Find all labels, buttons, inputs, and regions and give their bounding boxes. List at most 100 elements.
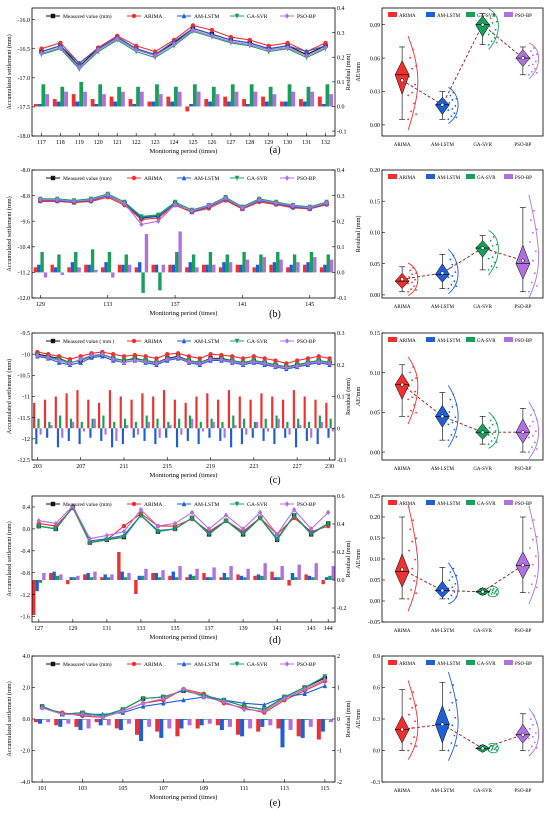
residual-bar (201, 428, 205, 432)
data-point (451, 575, 454, 578)
legend: Measured value ( mm ) ARIMA AM-LSTM GA-SVR P… (46, 338, 316, 345)
residual-bar (280, 719, 285, 748)
data-point (530, 70, 533, 73)
residual-bars (33, 231, 334, 293)
residual-bar (102, 415, 105, 429)
residual-bar (126, 425, 129, 429)
series-point (325, 521, 331, 527)
data-point (487, 269, 490, 271)
legend-marker (284, 501, 290, 507)
residual-bar (324, 719, 329, 720)
y2-axis-label: Residual (mm) (345, 541, 352, 578)
residual-bar (115, 428, 118, 441)
data-point (455, 97, 458, 100)
series-point (327, 356, 332, 361)
data-point (493, 437, 496, 439)
data-point (529, 527, 532, 530)
density-curve (488, 742, 499, 754)
legend-label: PSO-BP (297, 502, 316, 508)
plot-frame (381, 655, 544, 783)
series-point (121, 354, 127, 359)
x-tick-label: 133 (136, 626, 145, 632)
residual-bar (222, 262, 226, 273)
residual-bar (306, 86, 311, 107)
series-point (132, 357, 138, 364)
series-line (37, 355, 330, 370)
residual-bar (86, 719, 91, 729)
residual-bar (67, 267, 71, 273)
mean-marker (480, 22, 485, 27)
mean-marker (400, 567, 404, 572)
residual-bar (104, 262, 108, 273)
residual-bar (203, 719, 208, 720)
series-point (189, 515, 195, 521)
series-point (322, 683, 328, 689)
residual-bar (91, 418, 94, 429)
series-point (285, 44, 290, 51)
series-line (37, 353, 330, 369)
data-point (409, 528, 412, 531)
residual-bar (135, 719, 140, 735)
series-point (294, 363, 300, 369)
residual-bar (121, 91, 125, 107)
legend-marker (50, 13, 56, 19)
residual-bar (196, 91, 201, 107)
data-point (452, 567, 455, 570)
data-point (527, 73, 530, 76)
residual-bar (83, 574, 87, 580)
series-point (133, 47, 139, 53)
residual-bar (261, 96, 265, 107)
residual-bar (314, 563, 318, 580)
density-curve (528, 42, 540, 80)
series-point (60, 711, 65, 717)
data-point (490, 265, 493, 268)
data-point (533, 272, 536, 275)
legend-marker (234, 175, 240, 181)
residual-bar (122, 719, 127, 720)
data-point (530, 446, 533, 449)
series-line (40, 194, 327, 226)
legend-swatch (426, 174, 435, 179)
x-tick-label: 133 (103, 302, 112, 308)
series-point (71, 198, 77, 205)
residual-bar (328, 575, 332, 580)
y2-tick-label: -0.1 (337, 129, 347, 135)
legend-label: PSO-BP (515, 339, 532, 344)
residual-bar (175, 719, 180, 737)
x-tick-label: 131 (302, 140, 311, 146)
residual-bar (251, 428, 254, 438)
legend-swatch (466, 337, 475, 342)
legend-label: PSO-BP (515, 14, 532, 19)
series-point (77, 64, 82, 71)
legend-marker (234, 661, 240, 667)
residual-bar (185, 267, 189, 273)
y-axis-label: Accumulated settlement (mm) (6, 359, 13, 434)
legend-label: GA-SVR (247, 662, 268, 668)
legend-label: ARIMA (399, 176, 416, 181)
residual-bar (55, 575, 60, 580)
legend-label: ARIMA (399, 339, 416, 344)
residual-bar (314, 399, 317, 429)
residual-bar (33, 267, 38, 273)
series-point (197, 360, 202, 367)
x-tick-label: 145 (305, 302, 314, 308)
residual-bar (294, 577, 298, 580)
legend-swatch (466, 12, 475, 17)
residual-bar (212, 567, 216, 580)
density-curve (488, 230, 499, 276)
data-point (487, 749, 490, 752)
y-axis-label: AE/mm (355, 709, 362, 729)
residual-bar (145, 415, 148, 429)
data-point (527, 436, 530, 439)
residual-bar (197, 428, 200, 445)
y-tick-label: 0.0 (23, 527, 31, 533)
x-tick-label: GA-SVR (473, 629, 492, 634)
series-point (308, 532, 314, 538)
residual-bar (192, 84, 197, 107)
legend-label: GA-SVR (247, 14, 268, 20)
data-point (491, 745, 494, 748)
residual-bar (147, 719, 152, 727)
data-point (450, 434, 453, 436)
residual-bar (82, 719, 87, 720)
legend-label: Measured value (mm) (63, 501, 112, 508)
